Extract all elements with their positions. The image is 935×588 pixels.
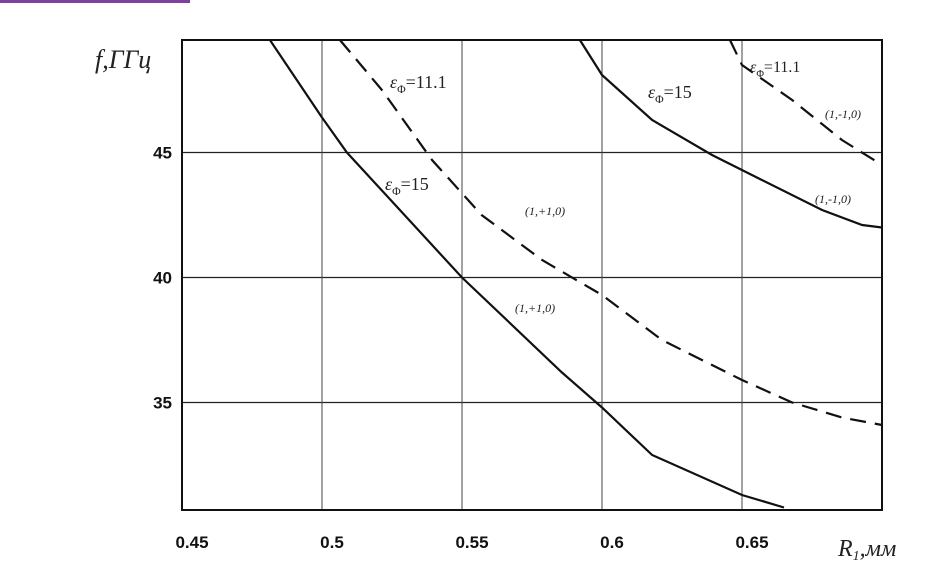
x-tick-label: 0.5 [320,533,344,552]
annotation-subscript: Φ [392,185,401,198]
annotation: εΦ=15 [648,82,692,106]
annotation: (1,-1,0) [815,192,851,206]
annotation: (1,+1,0) [515,301,555,315]
annotation-subscript: Φ [655,93,664,106]
annotation-symbol: ε [648,82,656,102]
series-line [728,39,883,166]
x-tick-label: 0.65 [735,533,768,552]
annotation-subscript: Φ [756,69,764,80]
series-line [578,39,883,229]
annotation-text: (1,+1,0) [515,301,555,315]
x-label-unit: ,мм [860,536,897,562]
series-line [269,39,785,509]
y-tick-label: 45 [153,144,172,163]
annotation-text: (1,-1,0) [825,107,861,121]
annotation-text: (1,+1,0) [525,204,565,218]
x-label-text: R [837,536,853,562]
y-axis-label: f,ГГц [95,45,151,74]
annotation: εΦ=11.1 [390,72,447,96]
annotation: εΦ=11.1 [750,59,800,80]
x-axis-label: R1,мм [837,536,896,564]
y-tick-label: 40 [153,269,172,288]
annotation-text: =11.1 [764,59,800,76]
annotation-symbol: ε [750,59,757,76]
decoration-bar [0,0,190,3]
x-label-subscript: 1 [853,549,860,564]
series-line [339,39,883,427]
x-tick-label: 0.6 [600,533,624,552]
annotation-text: =15 [664,82,692,102]
x-tick-label: 0.45 [175,533,208,552]
x-tick-label: 0.55 [455,533,488,552]
annotation-symbol: ε [385,174,393,194]
annotation-text: (1,-1,0) [815,192,851,206]
annotation: (1,-1,0) [825,107,861,121]
annotation-symbol: ε [390,72,398,92]
annotation: εΦ=15 [385,174,429,198]
annotation-text: =15 [401,174,429,194]
y-tick-label: 35 [153,394,172,413]
plot-frame [181,39,883,511]
annotation-subscript: Φ [397,83,406,96]
annotation-text: =11.1 [406,72,447,92]
annotation: (1,+1,0) [525,204,565,218]
